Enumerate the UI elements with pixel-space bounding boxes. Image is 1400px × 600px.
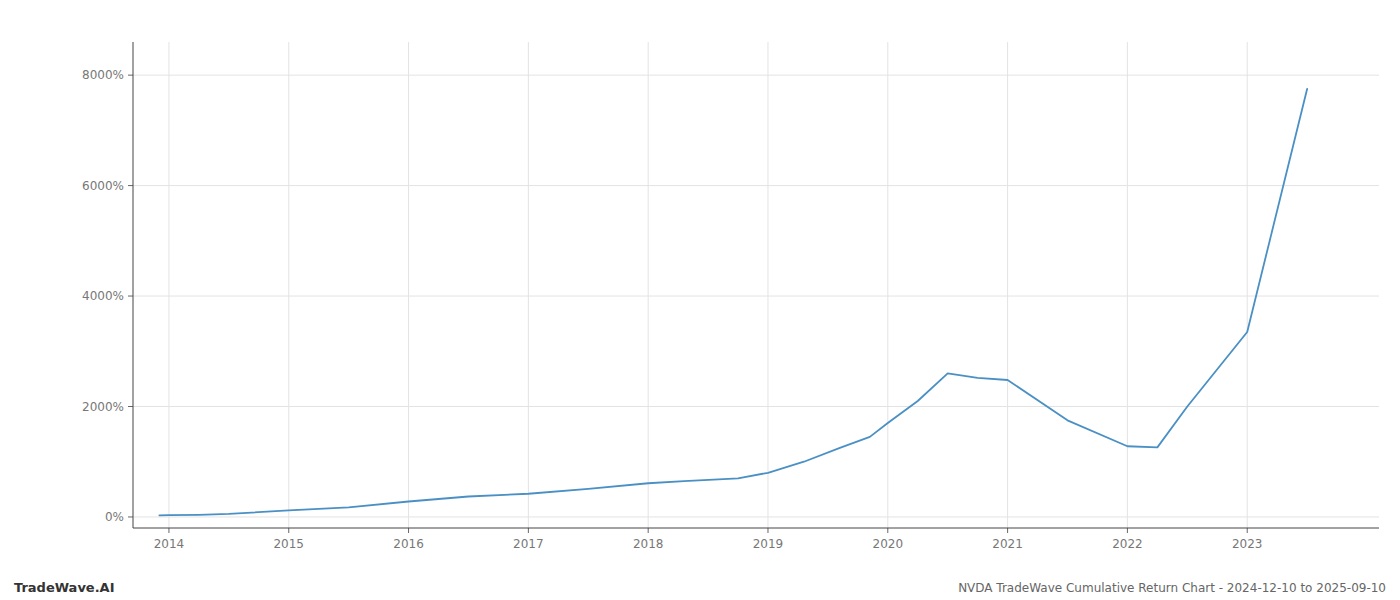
x-tick-label: 2020 [873, 537, 904, 551]
x-tick-label: 2015 [273, 537, 304, 551]
x-tick [1247, 528, 1248, 533]
chart: 0% 2000% 4000% 6000% 8000% 2014 2015 2016 2017 20… [0, 0, 1400, 600]
x-tick [288, 528, 289, 533]
y-tick-label: 4000% [82, 289, 124, 303]
x-grid-line [288, 42, 289, 528]
x-tick [648, 528, 649, 533]
x-grid-line [1007, 42, 1008, 528]
x-tick-label: 2022 [1112, 537, 1143, 551]
x-grid-line [887, 42, 888, 528]
grid [133, 42, 1379, 528]
x-tick-label: 2021 [992, 537, 1023, 551]
footer: TradeWave.AI [14, 580, 115, 595]
x-grid-line [767, 42, 768, 528]
x-grid-line [1127, 42, 1128, 528]
x-tick-label: 2018 [633, 537, 664, 551]
x-axis-line [133, 528, 1379, 529]
y-tick [128, 185, 133, 186]
y-tick-label: 0% [105, 510, 124, 524]
x-tick-label: 2017 [513, 537, 544, 551]
x-grid-line [648, 42, 649, 528]
x-grid-line [528, 42, 529, 528]
y-tick [128, 296, 133, 297]
x-tick-label: 2014 [154, 537, 185, 551]
x-tick [1007, 528, 1008, 533]
y-grid-line [133, 406, 1379, 407]
x-tick-label: 2016 [393, 537, 424, 551]
y-grid-line [133, 75, 1379, 76]
x-tick [1127, 528, 1128, 533]
y-tick-label: 6000% [82, 179, 124, 193]
series-line [159, 89, 1307, 515]
x-tick-label: 2019 [753, 537, 784, 551]
x-tick [528, 528, 529, 533]
x-tick [767, 528, 768, 533]
axes: 0% 2000% 4000% 6000% 8000% 2014 2015 2016 2017 20… [82, 42, 1379, 551]
x-grid-line [168, 42, 169, 528]
y-tick [128, 75, 133, 76]
y-tick [128, 516, 133, 517]
plot-area [159, 89, 1307, 515]
y-grid-line [133, 296, 1379, 297]
x-tick [887, 528, 888, 533]
y-grid-line [133, 185, 1379, 186]
x-tick [408, 528, 409, 533]
y-grid-line [133, 516, 1379, 517]
y-axis-line [133, 42, 134, 528]
y-tick-label: 2000% [82, 400, 124, 414]
title: NVDA TradeWave Cumulative Return Chart -… [958, 581, 1386, 595]
y-tick-label: 8000% [82, 68, 124, 82]
x-tick-label: 2023 [1232, 537, 1263, 551]
x-grid-line [408, 42, 409, 528]
y-tick [128, 406, 133, 407]
x-grid-line [1247, 42, 1248, 528]
x-tick [168, 528, 169, 533]
